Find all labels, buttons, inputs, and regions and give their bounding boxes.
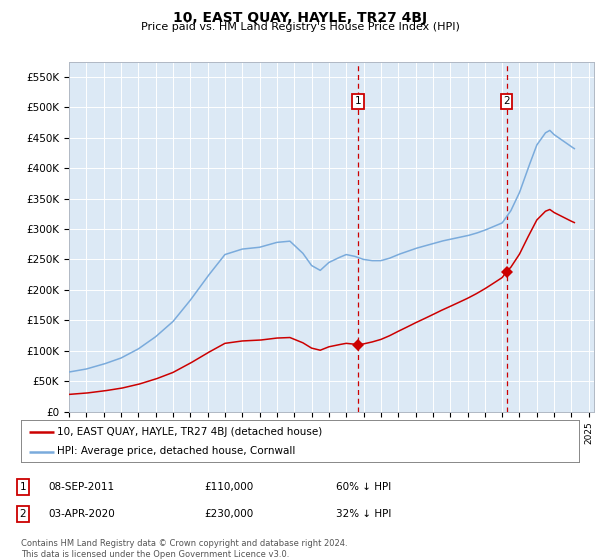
Text: 1: 1 bbox=[355, 96, 361, 106]
Text: 60% ↓ HPI: 60% ↓ HPI bbox=[336, 482, 391, 492]
Text: 2: 2 bbox=[19, 509, 26, 519]
Text: £230,000: £230,000 bbox=[204, 509, 253, 519]
Text: 1: 1 bbox=[19, 482, 26, 492]
Text: 10, EAST QUAY, HAYLE, TR27 4BJ: 10, EAST QUAY, HAYLE, TR27 4BJ bbox=[173, 11, 427, 25]
Text: 32% ↓ HPI: 32% ↓ HPI bbox=[336, 509, 391, 519]
Text: 10, EAST QUAY, HAYLE, TR27 4BJ (detached house): 10, EAST QUAY, HAYLE, TR27 4BJ (detached… bbox=[57, 427, 323, 437]
Text: HPI: Average price, detached house, Cornwall: HPI: Average price, detached house, Corn… bbox=[57, 446, 296, 456]
Text: 03-APR-2020: 03-APR-2020 bbox=[48, 509, 115, 519]
Text: Contains HM Land Registry data © Crown copyright and database right 2024.
This d: Contains HM Land Registry data © Crown c… bbox=[21, 539, 347, 559]
Text: 2: 2 bbox=[503, 96, 510, 106]
Text: Price paid vs. HM Land Registry's House Price Index (HPI): Price paid vs. HM Land Registry's House … bbox=[140, 22, 460, 32]
Text: 08-SEP-2011: 08-SEP-2011 bbox=[48, 482, 114, 492]
Text: £110,000: £110,000 bbox=[204, 482, 253, 492]
